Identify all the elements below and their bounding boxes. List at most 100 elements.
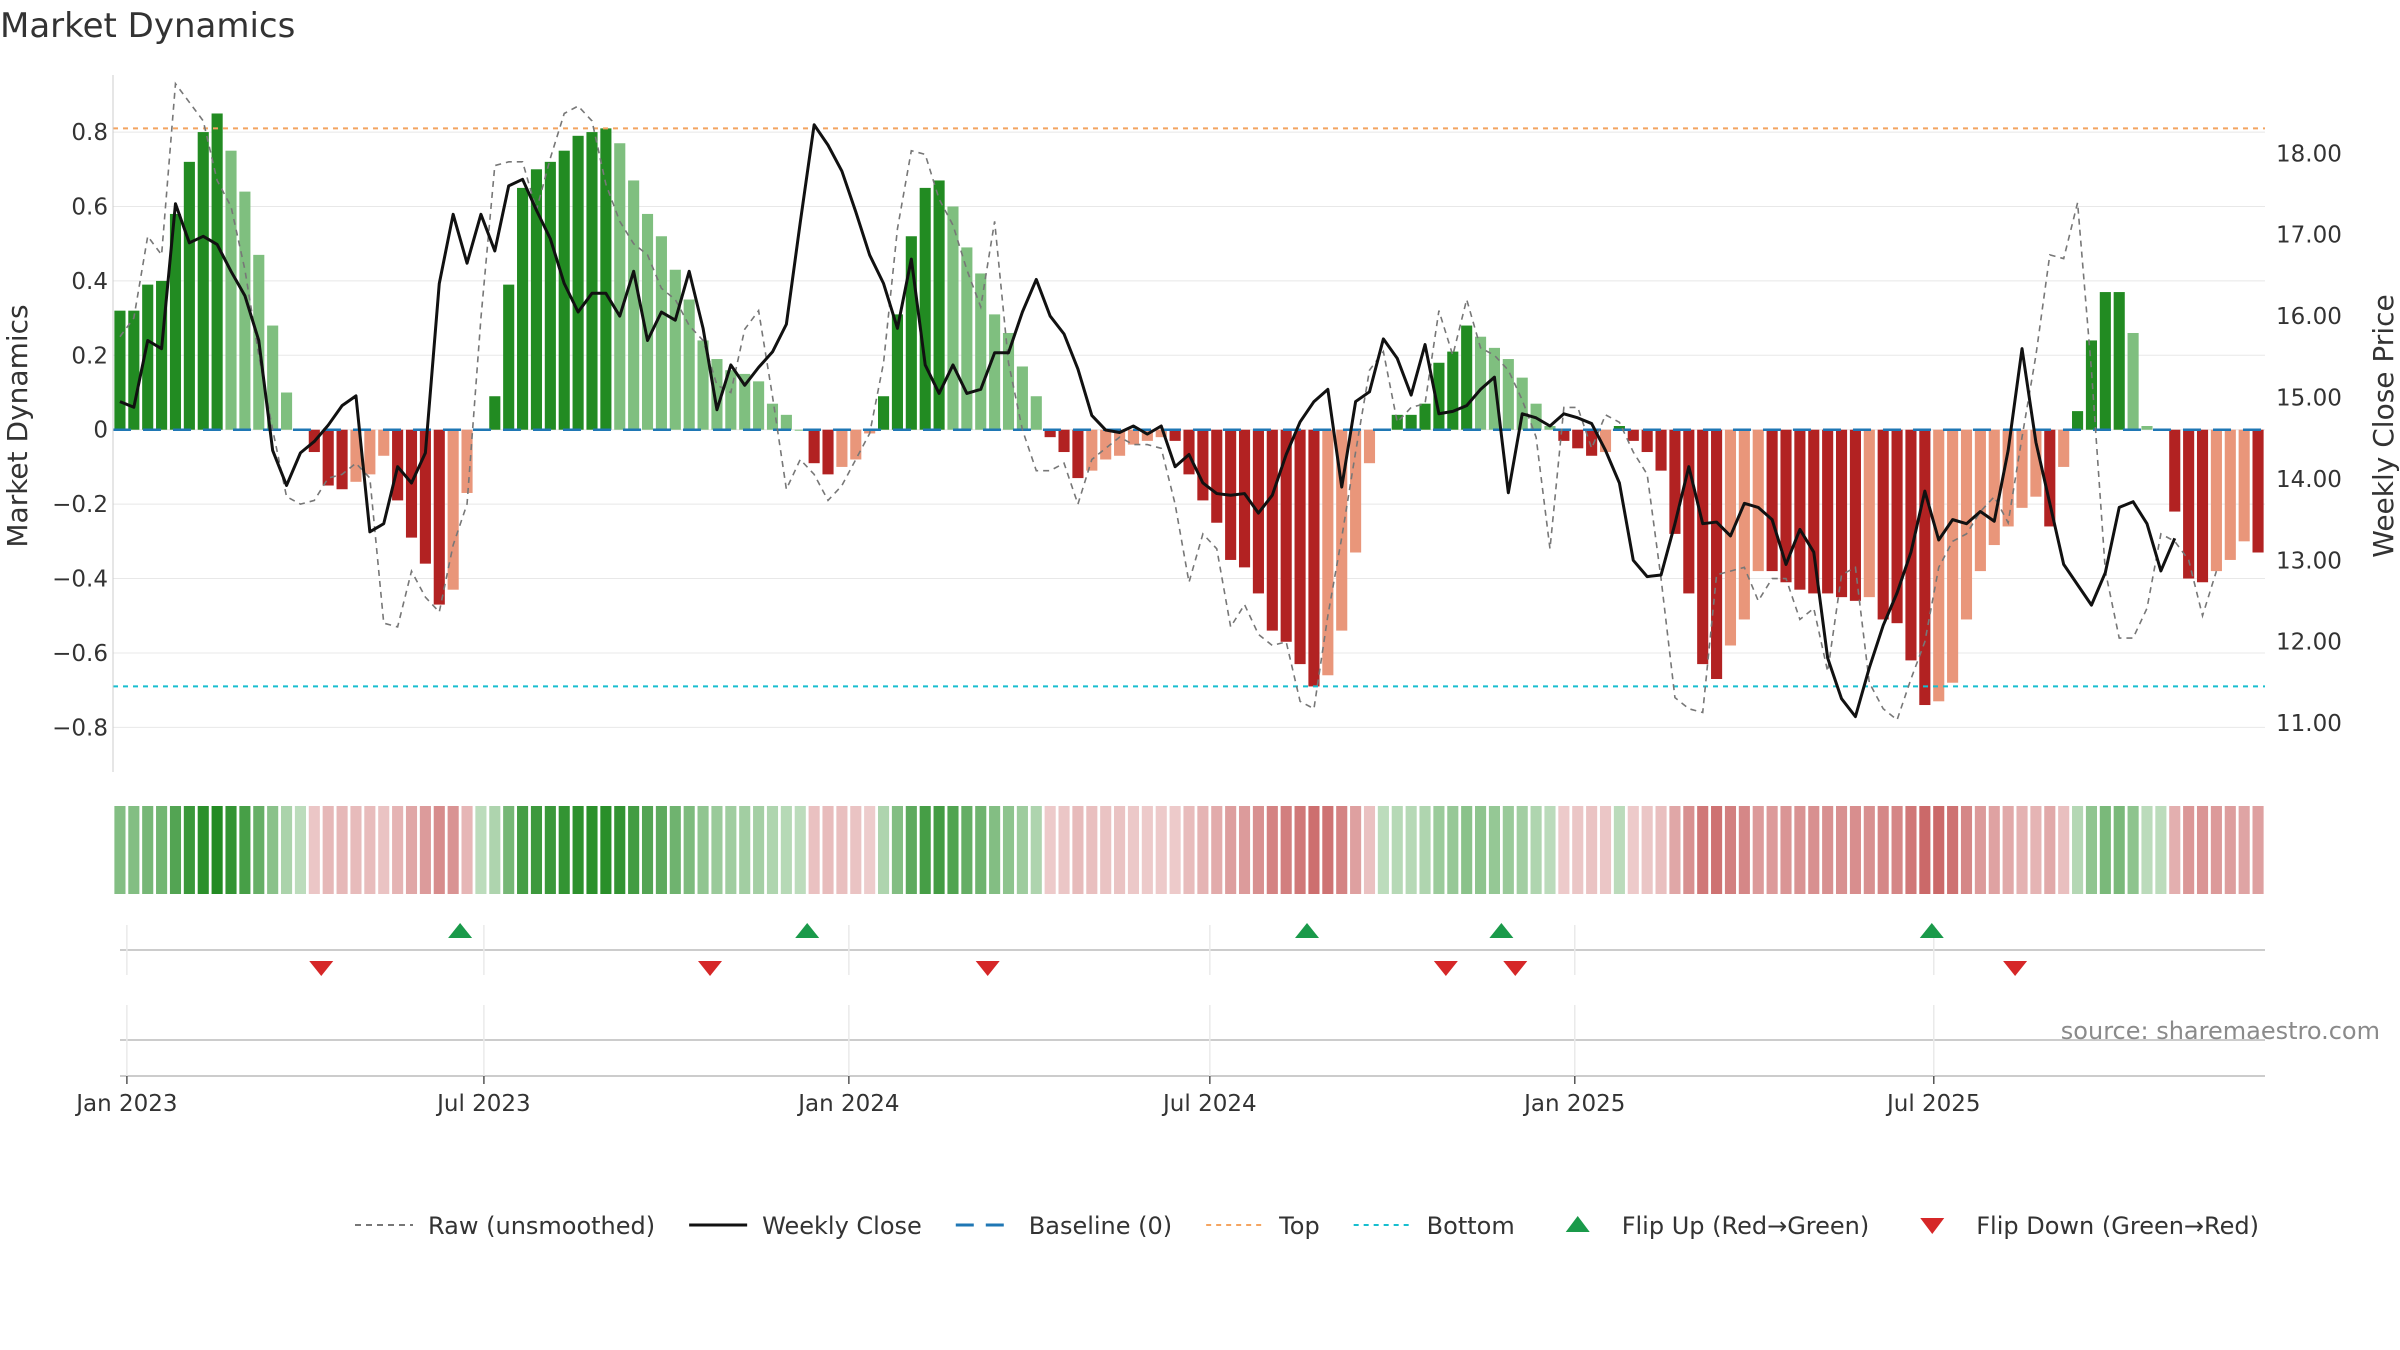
legend-swatch-flip-up — [1565, 1216, 1590, 1232]
heat-strip-cell — [2002, 806, 2014, 894]
dynamics-bar — [1502, 359, 1514, 430]
heat-strip-cell — [1294, 806, 1306, 894]
dynamics-bar — [891, 314, 903, 430]
bars-layer — [114, 113, 2264, 706]
dynamics-bar — [1155, 429, 1167, 438]
y-tick-label-right: 13.00 — [2276, 548, 2342, 574]
y-tick-label-left: −0.6 — [52, 641, 108, 667]
y-axis-label-left: Market Dynamics — [1, 304, 34, 547]
dynamics-bar — [2127, 332, 2139, 430]
dynamics-bar — [2238, 429, 2250, 542]
heat-strip-cell — [1613, 806, 1625, 894]
dynamics-bar — [1363, 429, 1376, 464]
dynamics-bar — [780, 414, 792, 430]
heat-strip-cell — [1405, 806, 1417, 894]
heat-strip-cell — [641, 806, 654, 894]
heat-strip-cell — [1947, 806, 1959, 894]
heat-strip-cell — [1877, 806, 1889, 894]
flip-down-marker — [1503, 961, 1528, 976]
dynamics-bar — [1544, 426, 1556, 430]
page-title: Market Dynamics — [0, 6, 296, 46]
heat-strip-cell — [808, 806, 820, 894]
heat-strip-cell — [1794, 806, 1806, 894]
dynamics-bar — [822, 429, 834, 475]
dynamics-bar — [2099, 292, 2111, 430]
heat-strip-cell — [114, 806, 126, 894]
heat-strip-cell — [1933, 806, 1945, 894]
legend-label: Bottom — [1427, 1212, 1515, 1240]
dynamics-bar — [2016, 429, 2028, 508]
heat-strip — [114, 806, 2264, 894]
heat-strip-cell — [308, 806, 320, 894]
dynamics-bar — [1835, 429, 1848, 598]
dynamics-bar — [322, 429, 334, 486]
dynamics-bar — [753, 381, 765, 430]
heat-strip-cell — [2085, 806, 2098, 894]
dynamics-bar — [280, 392, 293, 430]
dynamics-bar — [503, 284, 515, 430]
heat-strip-cell — [503, 806, 515, 894]
dynamics-bar — [2252, 429, 2264, 553]
dynamics-bar — [1169, 429, 1181, 441]
heat-strip-cell — [780, 806, 792, 894]
heat-strip-cell — [1599, 806, 1612, 894]
heat-strip-cell — [2141, 806, 2153, 894]
dynamics-bar — [1877, 429, 1889, 620]
heat-strip-cell — [447, 806, 459, 894]
heat-strip-cell — [836, 806, 848, 894]
dynamics-bar — [1211, 429, 1223, 523]
lines-layer — [119, 81, 2218, 722]
dynamics-bar — [1280, 429, 1292, 642]
heat-strip-cell — [1127, 806, 1140, 894]
dynamics-bar — [933, 180, 945, 430]
dynamics-bar — [739, 373, 751, 430]
dynamics-bar — [794, 429, 806, 431]
heat-strip-cell — [1016, 806, 1028, 894]
y-tick-label-right: 11.00 — [2276, 711, 2342, 737]
dynamics-bar — [669, 269, 681, 430]
dynamics-bar — [1599, 429, 1612, 453]
heat-strip-cell — [572, 806, 584, 894]
heat-strip-cell — [517, 806, 529, 894]
heat-strip-cell — [1266, 806, 1278, 894]
heat-strip-cell — [1391, 806, 1403, 894]
heat-strip-cell — [1683, 806, 1695, 894]
dynamics-bar — [211, 113, 223, 430]
dynamics-bar — [1974, 429, 1986, 572]
dynamics-bar — [2169, 429, 2181, 512]
heat-strip-cell — [725, 806, 737, 894]
heat-strip-cell — [1586, 806, 1598, 894]
y-tick-label-left: 0.4 — [71, 269, 108, 295]
heat-strip-cell — [322, 806, 334, 894]
heat-strip-cell — [628, 806, 640, 894]
dynamics-bar — [169, 213, 182, 430]
dynamics-bar — [1641, 429, 1653, 453]
dynamics-bar — [1586, 429, 1598, 456]
heat-strip-cell — [294, 806, 306, 894]
heat-strip-cell — [1447, 806, 1459, 894]
dynamics-bar — [2196, 429, 2209, 583]
dynamics-bar — [1030, 396, 1042, 430]
dynamics-bar — [2085, 340, 2098, 430]
dynamics-bar — [683, 299, 695, 430]
heat-strip-cell — [1100, 806, 1112, 894]
dynamics-bar — [378, 429, 390, 456]
dynamics-bar — [1086, 429, 1098, 471]
dynamics-bar — [1044, 429, 1056, 438]
heat-strip-cell — [267, 806, 279, 894]
dynamics-bar — [1711, 429, 1723, 679]
heat-strip-cell — [1141, 806, 1153, 894]
dynamics-bar — [947, 206, 959, 430]
dynamics-bar — [600, 128, 612, 430]
dynamics-bar — [1114, 429, 1126, 456]
heat-strip-cell — [211, 806, 223, 894]
dynamics-bar — [1863, 429, 1875, 598]
heat-strip-cell — [239, 806, 251, 894]
dynamics-bar — [1724, 429, 1737, 646]
heat-strip-cell — [280, 806, 293, 894]
heat-strip-cell — [2252, 806, 2264, 894]
heat-strip-cell — [1905, 806, 1917, 894]
heat-strip-cell — [614, 806, 626, 894]
dynamics-bar — [114, 310, 126, 430]
dynamics-bar — [558, 150, 570, 430]
